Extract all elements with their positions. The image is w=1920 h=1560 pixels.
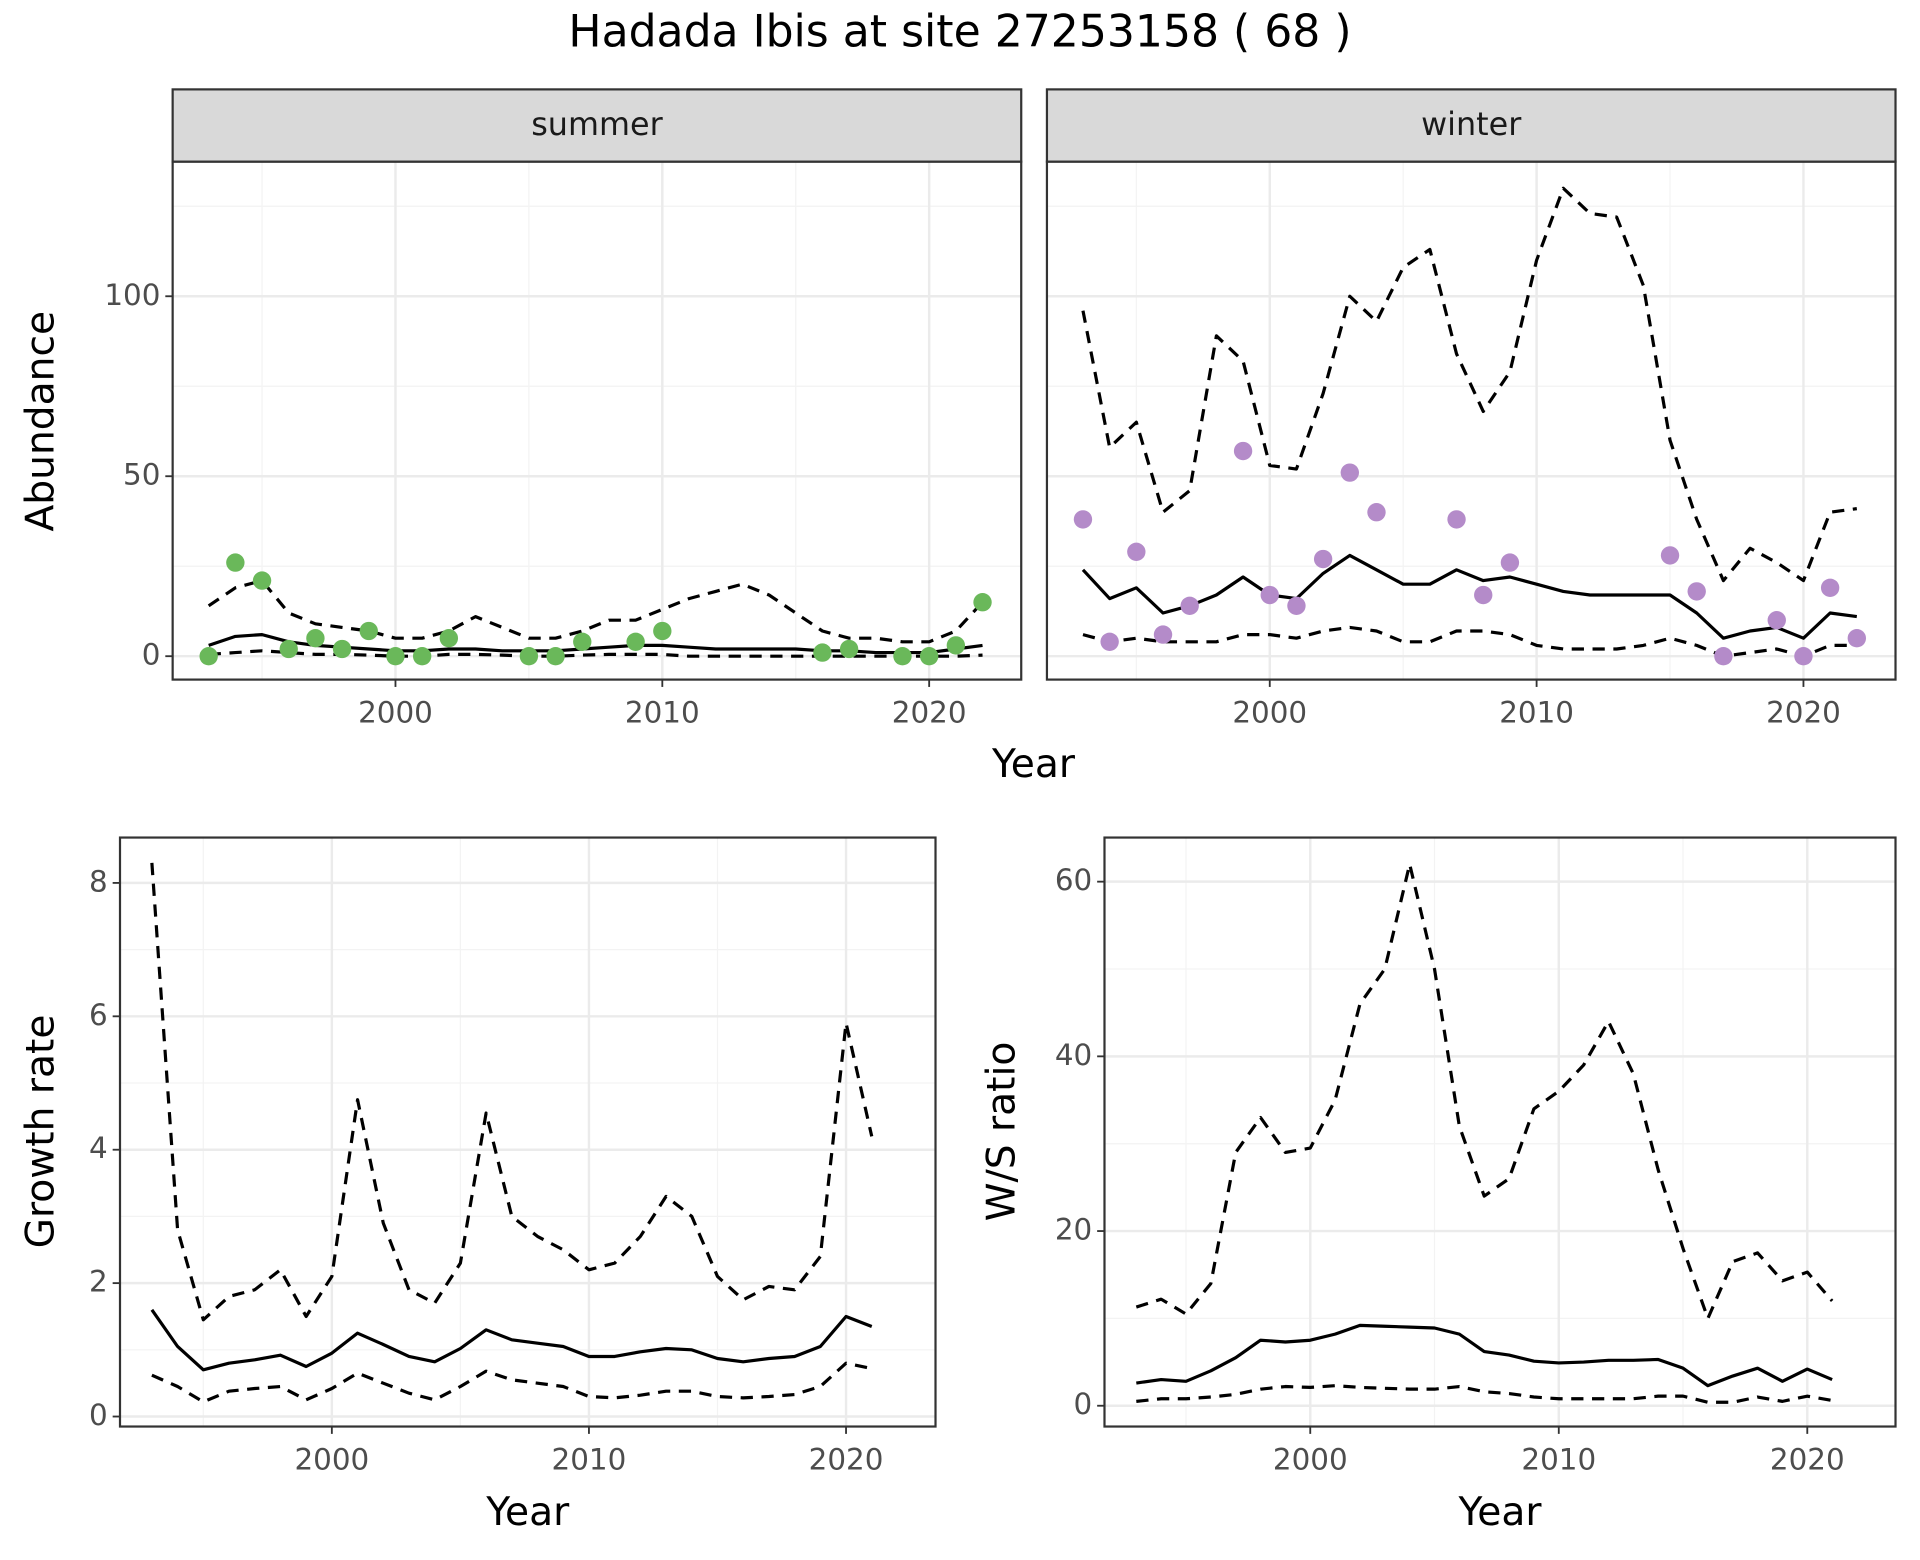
y-tick-label: 8 xyxy=(89,864,108,898)
y-tick-label: 0 xyxy=(1074,1387,1093,1421)
series-line xyxy=(1136,1323,1833,1388)
data-point xyxy=(412,647,432,666)
data-point xyxy=(1447,510,1466,529)
data-point xyxy=(973,593,992,612)
y-tick-label: 0 xyxy=(142,638,161,672)
data-point xyxy=(1847,629,1867,648)
data-point xyxy=(439,629,459,648)
data-point xyxy=(226,553,245,572)
figure-title: Hadada Ibis at site 27253158 ( 68 ) xyxy=(568,6,1351,57)
data-point xyxy=(573,632,592,651)
y-tick-label: 2 xyxy=(89,1265,108,1299)
series-line xyxy=(207,579,984,644)
data-point xyxy=(1687,582,1706,601)
x-tick-label: 2010 xyxy=(625,695,700,729)
data-point xyxy=(1340,463,1359,482)
data-point xyxy=(1073,510,1093,529)
data-point xyxy=(546,647,565,666)
data-point xyxy=(359,621,378,641)
facet-strip xyxy=(171,88,1023,163)
panel-background xyxy=(1104,837,1896,1427)
data-point xyxy=(1714,647,1733,666)
x-tick-label: 2020 xyxy=(892,695,967,729)
x-tick-label: 2010 xyxy=(1499,695,1574,729)
x-axis-label: Year xyxy=(991,742,1076,787)
data-point xyxy=(919,647,939,666)
series-line xyxy=(1081,553,1858,640)
panel-background xyxy=(172,161,1022,680)
y-tick-label: 0 xyxy=(89,1398,108,1432)
data-point xyxy=(386,647,405,666)
x-tick-label: 2020 xyxy=(1766,695,1841,729)
facet-strip xyxy=(1045,88,1897,163)
data-point xyxy=(839,639,859,659)
panel-border xyxy=(118,836,937,1428)
series-line xyxy=(151,1361,873,1404)
data-point xyxy=(946,636,966,655)
data-point xyxy=(893,647,912,666)
data-point xyxy=(1767,611,1786,630)
y-tick-label: 6 xyxy=(89,998,108,1032)
x-tick-label: 2010 xyxy=(552,1442,627,1476)
x-tick-label: 2010 xyxy=(1521,1442,1596,1476)
y-tick-label: 40 xyxy=(1055,1038,1092,1072)
y-tick-label: 100 xyxy=(104,278,160,312)
y-tick-label: 20 xyxy=(1055,1213,1092,1247)
data-point xyxy=(1260,585,1279,605)
data-point xyxy=(1367,503,1386,522)
data-point xyxy=(1500,553,1520,572)
x-tick-label: 2020 xyxy=(809,1442,884,1476)
y-tick-label: 4 xyxy=(89,1131,108,1165)
data-point xyxy=(626,632,645,651)
facet-label: summer xyxy=(531,105,663,143)
x-tick-label: 2000 xyxy=(294,1442,369,1476)
data-point xyxy=(813,643,832,662)
data-point xyxy=(332,639,352,659)
series-line xyxy=(150,1308,873,1372)
panel-border xyxy=(1103,836,1897,1428)
x-tick-label: 2000 xyxy=(358,695,433,729)
data-point xyxy=(1820,578,1840,597)
data-point xyxy=(653,621,672,641)
x-axis-label: Year xyxy=(485,1490,570,1535)
x-axis-label: Year xyxy=(1458,1490,1543,1535)
series-line xyxy=(1136,1384,1833,1404)
y-axis-label: W/S ratio xyxy=(980,1042,1025,1222)
data-point xyxy=(1313,549,1333,569)
data-point xyxy=(1180,596,1199,615)
data-point xyxy=(1127,542,1146,561)
facet-label: winter xyxy=(1421,105,1522,143)
data-point xyxy=(1794,647,1813,666)
y-tick-label: 50 xyxy=(123,458,160,492)
data-point xyxy=(252,571,272,590)
x-tick-label: 2020 xyxy=(1770,1442,1845,1476)
data-point xyxy=(1153,625,1173,644)
data-point xyxy=(1660,546,1680,565)
series-line xyxy=(150,862,874,1322)
data-point xyxy=(1100,632,1119,651)
data-point xyxy=(1287,596,1306,615)
data-point xyxy=(199,647,218,666)
y-axis-label: Abundance xyxy=(18,311,63,532)
data-point xyxy=(519,647,539,666)
x-tick-label: 2000 xyxy=(1273,1442,1348,1476)
data-point xyxy=(1233,441,1253,461)
data-point xyxy=(1474,585,1493,605)
data-point xyxy=(279,639,298,659)
data-point xyxy=(306,629,325,648)
series-line xyxy=(1082,625,1857,658)
panel-background xyxy=(120,837,936,1427)
y-tick-label: 60 xyxy=(1055,863,1092,897)
panel-background xyxy=(1046,161,1896,680)
x-tick-label: 2000 xyxy=(1232,695,1307,729)
y-axis-label: Growth rate xyxy=(18,1015,63,1249)
series-line xyxy=(1135,862,1834,1320)
